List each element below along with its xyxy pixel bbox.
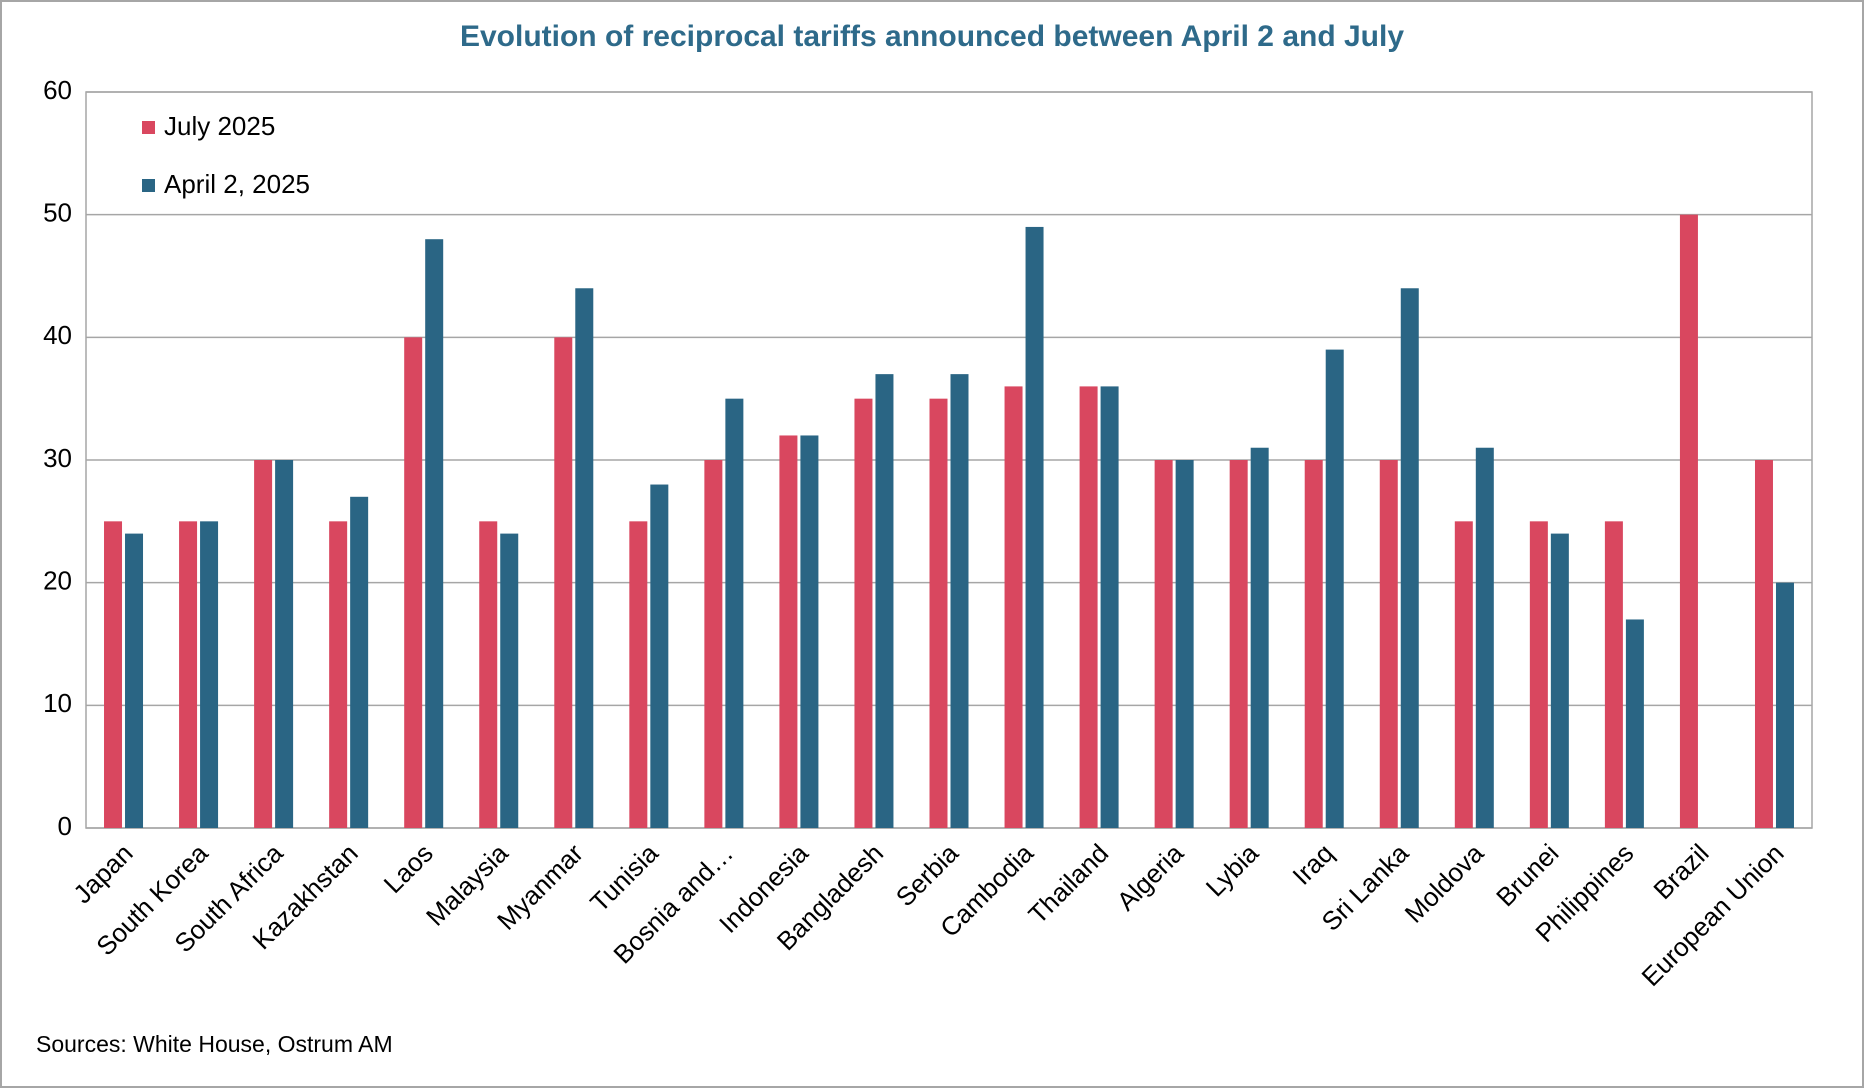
plot-frame [85,91,1813,829]
bar [479,521,498,828]
y-tick-label: 10 [43,688,72,718]
bar [104,521,123,828]
bar [200,521,219,828]
legend-label: July 2025 [164,111,275,141]
legend-label: April 2, 2025 [164,169,310,199]
y-tick-label: 0 [58,811,72,841]
bar [1250,447,1269,828]
bar [929,398,948,828]
legend-swatch [142,179,155,192]
bar [1004,386,1023,828]
bar [1529,521,1548,828]
bar [1775,582,1794,828]
bar [875,374,894,828]
bar [575,288,594,828]
bar [1754,460,1773,828]
bar [554,337,573,828]
bar [1550,533,1569,828]
y-tick-label: 30 [43,443,72,473]
bar [1229,460,1248,828]
bar [329,521,348,828]
source-note: Sources: White House, Ostrum AM [36,1031,393,1057]
bar [425,239,444,828]
bar [1304,460,1323,828]
bar [179,521,198,828]
bar [854,398,873,828]
bar [1604,521,1623,828]
bar [500,533,519,828]
bar [1400,288,1419,828]
legend-swatch [142,121,155,134]
y-tick-label: 50 [43,198,72,228]
bar [704,460,723,828]
bar [1154,460,1173,828]
bar [404,337,423,828]
y-tick-label: 20 [43,566,72,596]
bar [254,460,273,828]
bar [1625,619,1644,828]
y-tick-label: 60 [43,75,72,105]
bar [1475,447,1494,828]
bar [1175,460,1194,828]
bar [950,374,969,828]
y-tick-label: 40 [43,320,72,350]
bar [1079,386,1098,828]
bar [800,435,819,828]
bar [629,521,648,828]
bar [350,496,369,828]
bar [650,484,669,828]
bar [1025,226,1044,828]
bar [779,435,798,828]
bar [275,460,294,828]
bar [1679,214,1698,828]
chart-title: Evolution of reciprocal tariffs announce… [460,20,1404,53]
bar [125,533,144,828]
bar [1454,521,1473,828]
bar [1325,349,1344,828]
bar [1379,460,1398,828]
bar [725,398,744,828]
bar [1100,386,1119,828]
